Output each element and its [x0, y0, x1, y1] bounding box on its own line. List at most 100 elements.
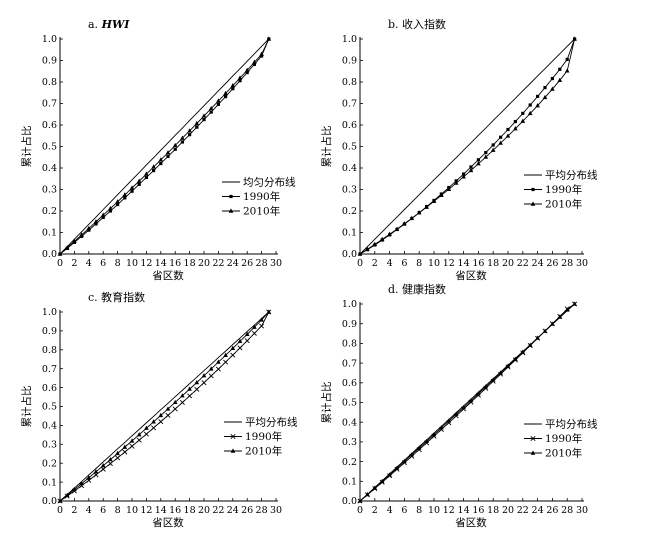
data-point [151, 425, 157, 431]
data-point [172, 406, 178, 412]
data-point [542, 328, 548, 333]
legend-label: 2010年 [545, 198, 582, 211]
data-point [101, 215, 105, 220]
data-point [476, 161, 481, 166]
data-point [520, 118, 526, 123]
y-axis-label: 累计占比 [320, 126, 333, 168]
y-axis-label: 累计占比 [20, 126, 33, 168]
data-point [94, 222, 98, 226]
data-point [187, 393, 193, 399]
legend-label: 平均分布线 [245, 416, 298, 429]
y-tick-label: 0.9 [42, 56, 57, 67]
y-tick-label: 0.5 [42, 142, 57, 153]
data-point [252, 59, 257, 64]
data-point [483, 384, 489, 389]
data-point [498, 140, 503, 145]
x-tick-label: 28 [561, 258, 573, 269]
data-point [490, 147, 496, 152]
data-point [231, 87, 235, 91]
data-point [513, 119, 517, 124]
x-tick-label: 22 [212, 505, 224, 516]
x-tick-label: 28 [256, 505, 268, 516]
data-point [558, 67, 562, 71]
x-tick-label: 2 [71, 505, 77, 516]
data-point [244, 67, 250, 72]
data-point [372, 485, 378, 490]
data-point [194, 386, 200, 392]
data-point [194, 120, 200, 126]
x-tick-label: 0 [357, 505, 363, 516]
data-point [188, 133, 192, 137]
x-tick-label: 6 [401, 258, 407, 269]
legend-label: 2010年 [545, 447, 582, 460]
series-line-0 [359, 38, 575, 255]
x-tick-label: 18 [184, 505, 196, 516]
data-point [122, 192, 128, 197]
x-tick-label: 30 [576, 258, 588, 269]
x-tick-label: 18 [487, 258, 499, 269]
data-point [244, 331, 250, 337]
data-point [187, 386, 192, 391]
data-point [536, 94, 540, 99]
data-point [394, 226, 400, 231]
chart-title: a. HWI [88, 18, 130, 31]
x-tick-label: 4 [387, 258, 393, 269]
x-tick-label: 8 [416, 505, 422, 516]
data-point [201, 380, 207, 386]
x-tick-label: 24 [532, 258, 544, 269]
data-point [416, 210, 422, 215]
data-point [215, 366, 221, 372]
data-point [166, 154, 170, 158]
data-point [108, 209, 112, 213]
legend-marker [230, 448, 236, 453]
data-point [158, 157, 164, 162]
legend-label: 2010年 [245, 445, 282, 458]
data-point [238, 79, 242, 83]
data-point [64, 492, 70, 498]
y-tick-label: 0.4 [42, 421, 57, 432]
data-point [535, 335, 540, 340]
data-point [252, 324, 257, 329]
data-point [130, 189, 134, 193]
x-axis-label: 省区数 [152, 269, 184, 282]
data-point [499, 135, 503, 139]
data-point [152, 168, 156, 173]
x-tick-label: 26 [241, 258, 253, 269]
data-point [64, 245, 70, 250]
data-point [129, 438, 135, 443]
x-tick-label: 12 [443, 258, 455, 269]
data-point [57, 498, 63, 503]
data-point [424, 438, 429, 444]
data-point [179, 400, 185, 406]
data-point [100, 212, 106, 217]
x-axis-label: 省区数 [455, 269, 487, 282]
data-point [87, 228, 91, 232]
y-tick-label: 0.8 [342, 77, 357, 88]
data-point [468, 397, 474, 403]
data-point [201, 373, 207, 378]
data-point [86, 475, 92, 480]
data-point [372, 241, 378, 247]
y-tick-label: 0.7 [42, 99, 57, 110]
series-line-0 [59, 38, 270, 255]
data-point [446, 418, 452, 423]
data-point [461, 404, 466, 410]
x-tick-label: 24 [532, 505, 544, 516]
y-axis-label: 累计占比 [320, 382, 333, 424]
y-tick-label: 0.5 [342, 398, 357, 409]
y-tick-label: 1.0 [42, 34, 57, 45]
data-point [116, 202, 120, 207]
data-point [158, 412, 164, 418]
y-tick-label: 0.7 [342, 358, 357, 369]
series-line-0 [59, 311, 270, 502]
data-point [259, 51, 264, 56]
data-point [439, 192, 444, 198]
data-point [187, 128, 192, 133]
data-point [230, 83, 236, 88]
chart-title-main: HWI [101, 18, 131, 31]
y-tick-label: 0.0 [42, 496, 57, 507]
y-tick-label: 0.6 [342, 378, 357, 389]
data-point [259, 323, 265, 329]
data-point [252, 62, 256, 66]
y-tick-label: 0.4 [342, 163, 357, 174]
